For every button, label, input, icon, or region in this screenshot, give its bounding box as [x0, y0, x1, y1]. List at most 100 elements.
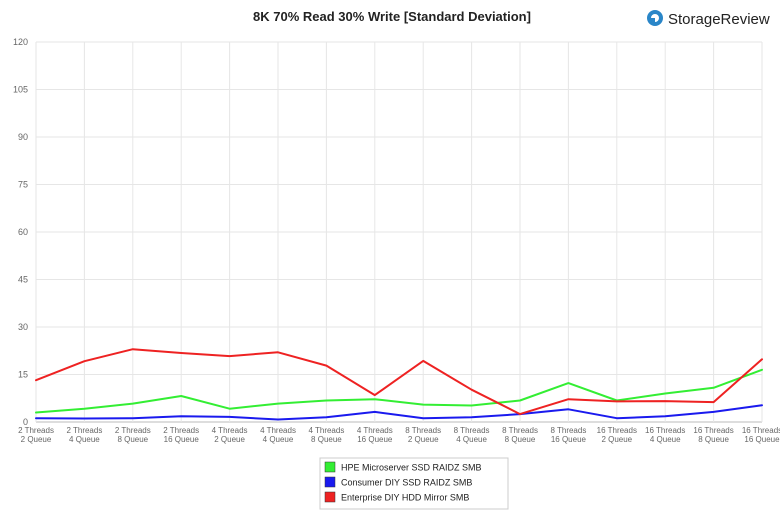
x-tick-label: 16 Threads 16 Queue: [742, 426, 780, 444]
x-tick-label-line: 4 Threads: [260, 426, 296, 435]
x-tick-label-line: 16 Threads: [742, 426, 780, 435]
x-tick-label-line: 2 Queue: [214, 435, 245, 444]
x-tick-label-line: 2 Threads: [18, 426, 54, 435]
data-point: [420, 402, 426, 408]
legend-label[interactable]: Enterprise DIY HDD Mirror SMB: [341, 493, 469, 503]
data-point: [275, 401, 281, 407]
x-tick-label-line: 16 Queue: [164, 435, 200, 444]
data-point: [662, 413, 668, 419]
legend-swatch[interactable]: [324, 491, 336, 503]
x-tick-label-line: 8 Threads: [405, 426, 441, 435]
x-tick-label-line: 16 Queue: [357, 435, 393, 444]
data-point: [469, 414, 475, 420]
x-tick-label: 2 Threads 4 Queue: [66, 426, 102, 444]
x-tick-label-line: 8 Queue: [698, 435, 729, 444]
x-tick-label-line: 4 Queue: [456, 435, 487, 444]
x-tick-label-line: 8 Queue: [117, 435, 148, 444]
data-point: [81, 416, 87, 422]
x-tick-label-line: 16 Threads: [597, 426, 637, 435]
x-tick-label-line: 16 Threads: [693, 426, 733, 435]
x-tick-label: 4 Threads 2 Queue: [212, 426, 248, 444]
y-tick-label: 90: [18, 132, 28, 142]
x-tick-label-line: 2 Threads: [115, 426, 151, 435]
data-point: [420, 358, 426, 364]
data-point: [469, 403, 475, 409]
data-point: [227, 414, 233, 420]
x-tick-label-line: 2 Queue: [408, 435, 439, 444]
data-point: [227, 406, 233, 412]
x-tick-label: 8 Threads 8 Queue: [502, 426, 538, 444]
data-point: [759, 402, 765, 408]
data-point: [565, 396, 571, 402]
data-point: [323, 414, 329, 420]
data-point: [517, 411, 523, 417]
data-point: [662, 391, 668, 397]
data-point: [275, 416, 281, 422]
legend-label[interactable]: HPE Microserver SSD RAIDZ SMB: [341, 463, 482, 473]
x-tick-label: 2 Threads 8 Queue: [115, 426, 151, 444]
data-point: [662, 398, 668, 404]
y-tick-label: 45: [18, 275, 28, 285]
x-tick-label: 2 Threads 16 Queue: [163, 426, 199, 444]
x-tick-label-line: 8 Threads: [454, 426, 490, 435]
data-point: [711, 399, 717, 405]
brand-name: StorageReview: [668, 11, 770, 28]
x-tick-label: 8 Threads 2 Queue: [405, 426, 441, 444]
x-tick-label-line: 8 Queue: [505, 435, 536, 444]
data-point: [565, 380, 571, 386]
x-tick-label: 4 Threads 16 Queue: [357, 426, 393, 444]
x-tick-label: 8 Threads 16 Queue: [550, 426, 586, 444]
series-lines: [33, 346, 765, 422]
data-point: [130, 401, 136, 407]
x-tick-label-line: 16 Queue: [551, 435, 587, 444]
x-tick-label: 8 Threads 4 Queue: [454, 426, 490, 444]
data-point: [130, 346, 136, 352]
data-point: [469, 387, 475, 393]
x-tick-label-line: 4 Threads: [357, 426, 393, 435]
x-tick-label: 16 Threads 8 Queue: [693, 426, 733, 444]
series-line-3: [35, 348, 763, 416]
brand-logo: StorageReview: [647, 10, 770, 28]
data-point: [130, 415, 136, 421]
legend-label[interactable]: Consumer DIY SSD RAIDZ SMB: [341, 478, 472, 488]
x-tick-label-line: 16 Queue: [744, 435, 780, 444]
x-tick-label-line: 4 Queue: [650, 435, 681, 444]
data-point: [33, 410, 39, 416]
data-point: [372, 409, 378, 415]
x-tick-label-line: 4 Queue: [69, 435, 100, 444]
data-point: [81, 406, 87, 412]
x-tick-label-line: 8 Threads: [550, 426, 586, 435]
y-tick-label: 15: [18, 370, 28, 380]
x-tick-label-line: 2 Queue: [601, 435, 632, 444]
data-point: [565, 406, 571, 412]
x-tick-label-line: 4 Queue: [263, 435, 294, 444]
legend-swatch[interactable]: [324, 476, 336, 488]
series-line-2: [35, 404, 763, 421]
x-tick-label-line: 4 Threads: [212, 426, 248, 435]
x-tick-label-line: 8 Queue: [311, 435, 342, 444]
data-point: [323, 363, 329, 369]
x-tick-label-line: 2 Threads: [163, 426, 199, 435]
legend-swatch[interactable]: [324, 461, 336, 473]
data-point: [711, 409, 717, 415]
data-point: [759, 367, 765, 373]
y-tick-label: 75: [18, 180, 28, 190]
data-point: [711, 385, 717, 391]
data-point: [178, 413, 184, 419]
x-tick-label: 4 Threads 8 Queue: [308, 426, 344, 444]
grid: [35, 41, 763, 423]
x-tick-label: 16 Threads 4 Queue: [645, 426, 685, 444]
x-tick-label-line: 2 Threads: [66, 426, 102, 435]
data-point: [517, 397, 523, 403]
y-tick-label: 30: [18, 322, 28, 332]
y-tick-label: 60: [18, 227, 28, 237]
y-tick-label: 120: [13, 37, 28, 47]
data-point: [33, 415, 39, 421]
x-tick-label: 16 Threads 2 Queue: [597, 426, 637, 444]
data-point: [81, 358, 87, 364]
data-point: [614, 398, 620, 404]
x-tick-label-line: 4 Threads: [308, 426, 344, 435]
x-tick-label-line: 2 Queue: [21, 435, 52, 444]
